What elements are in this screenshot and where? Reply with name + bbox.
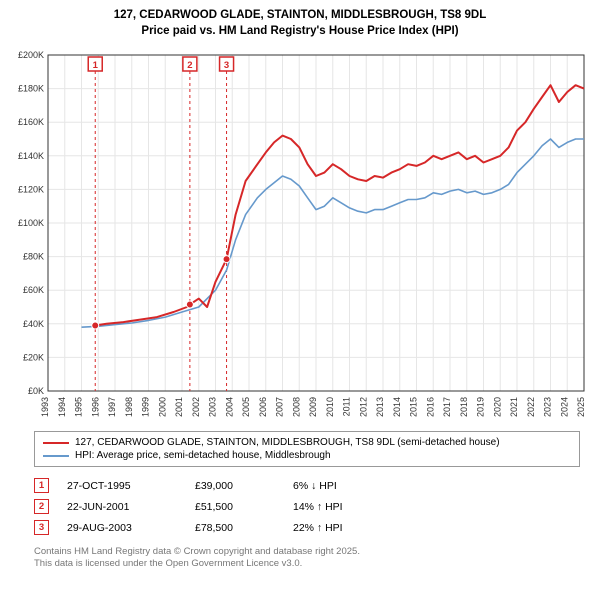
svg-text:£160K: £160K — [18, 117, 44, 127]
svg-text:2012: 2012 — [358, 397, 368, 417]
event-date: 22-JUN-2001 — [67, 501, 177, 513]
svg-text:2000: 2000 — [157, 397, 167, 417]
event-date: 29-AUG-2003 — [67, 522, 177, 534]
svg-text:1994: 1994 — [57, 397, 67, 417]
svg-text:2008: 2008 — [291, 397, 301, 417]
svg-text:2010: 2010 — [325, 397, 335, 417]
event-diff: 14% ↑ HPI — [293, 501, 343, 513]
svg-text:1993: 1993 — [40, 397, 50, 417]
chart-container: 127, CEDARWOOD GLADE, STAINTON, MIDDLESB… — [0, 0, 600, 590]
svg-text:1996: 1996 — [90, 397, 100, 417]
svg-text:2001: 2001 — [174, 397, 184, 417]
svg-text:2024: 2024 — [559, 397, 569, 417]
svg-text:1999: 1999 — [141, 397, 151, 417]
event-diff: 6% ↓ HPI — [293, 480, 337, 492]
event-num: 1 — [39, 480, 44, 491]
legend-label: 127, CEDARWOOD GLADE, STAINTON, MIDDLESB… — [75, 437, 500, 448]
svg-text:2002: 2002 — [191, 397, 201, 417]
event-marker-box: 3 — [34, 520, 49, 535]
svg-text:£20K: £20K — [23, 352, 44, 362]
svg-text:2021: 2021 — [509, 397, 519, 417]
chart-title: 127, CEDARWOOD GLADE, STAINTON, MIDDLESB… — [10, 8, 590, 39]
svg-text:2015: 2015 — [409, 397, 419, 417]
legend-label: HPI: Average price, semi-detached house,… — [75, 450, 331, 461]
event-num: 2 — [39, 501, 44, 512]
svg-text:£200K: £200K — [18, 50, 44, 60]
footer-line1: Contains HM Land Registry data © Crown c… — [34, 546, 584, 558]
svg-text:£0K: £0K — [28, 386, 44, 396]
svg-text:2006: 2006 — [258, 397, 268, 417]
title-line2: Price paid vs. HM Land Registry's House … — [10, 24, 590, 40]
svg-text:2009: 2009 — [308, 397, 318, 417]
svg-text:1: 1 — [93, 60, 99, 71]
event-diff: 22% ↑ HPI — [293, 522, 343, 534]
chart-legend: 127, CEDARWOOD GLADE, STAINTON, MIDDLESB… — [34, 431, 580, 467]
event-price: £78,500 — [195, 522, 275, 534]
svg-text:2020: 2020 — [492, 397, 502, 417]
svg-text:2017: 2017 — [442, 397, 452, 417]
svg-text:1995: 1995 — [74, 397, 84, 417]
svg-text:2022: 2022 — [526, 397, 536, 417]
svg-text:1998: 1998 — [124, 397, 134, 417]
title-line1: 127, CEDARWOOD GLADE, STAINTON, MIDDLESB… — [10, 8, 590, 24]
event-row: 3 29-AUG-2003 £78,500 22% ↑ HPI — [34, 517, 580, 538]
svg-text:2019: 2019 — [476, 397, 486, 417]
legend-swatch — [43, 442, 69, 444]
event-price: £39,000 — [195, 480, 275, 492]
svg-text:£80K: £80K — [23, 252, 44, 262]
svg-text:2005: 2005 — [241, 397, 251, 417]
legend-swatch — [43, 455, 69, 457]
event-marker-box: 2 — [34, 499, 49, 514]
svg-text:£100K: £100K — [18, 218, 44, 228]
chart-footer: Contains HM Land Registry data © Crown c… — [34, 546, 584, 571]
svg-text:2023: 2023 — [543, 397, 553, 417]
svg-text:3: 3 — [224, 60, 229, 71]
svg-text:2013: 2013 — [375, 397, 385, 417]
event-num: 3 — [39, 522, 44, 533]
svg-text:2007: 2007 — [275, 397, 285, 417]
svg-text:2016: 2016 — [425, 397, 435, 417]
svg-text:1997: 1997 — [107, 397, 117, 417]
svg-text:2004: 2004 — [224, 397, 234, 417]
svg-text:2014: 2014 — [392, 397, 402, 417]
event-row: 2 22-JUN-2001 £51,500 14% ↑ HPI — [34, 496, 580, 517]
footer-line2: This data is licensed under the Open Gov… — [34, 558, 584, 570]
svg-text:£120K: £120K — [18, 184, 44, 194]
svg-text:2003: 2003 — [208, 397, 218, 417]
event-date: 27-OCT-1995 — [67, 480, 177, 492]
svg-text:2018: 2018 — [459, 397, 469, 417]
svg-text:£40K: £40K — [23, 319, 44, 329]
event-list: 1 27-OCT-1995 £39,000 6% ↓ HPI 2 22-JUN-… — [34, 475, 580, 538]
event-marker-box: 1 — [34, 478, 49, 493]
svg-text:2: 2 — [187, 60, 192, 71]
event-row: 1 27-OCT-1995 £39,000 6% ↓ HPI — [34, 475, 580, 496]
event-price: £51,500 — [195, 501, 275, 513]
svg-text:2011: 2011 — [342, 397, 352, 416]
svg-text:£180K: £180K — [18, 84, 44, 94]
svg-text:£140K: £140K — [18, 151, 44, 161]
svg-text:£60K: £60K — [23, 285, 44, 295]
chart-svg: £0K £20K £40K £60K £80K £100K £120K £140K £160K £… — [10, 45, 590, 425]
chart-plot: £0K £20K £40K £60K £80K £100K £120K £140K £160K £… — [10, 45, 590, 425]
legend-item: 127, CEDARWOOD GLADE, STAINTON, MIDDLESB… — [43, 436, 571, 449]
svg-text:2025: 2025 — [576, 397, 586, 417]
legend-item: HPI: Average price, semi-detached house,… — [43, 449, 571, 462]
